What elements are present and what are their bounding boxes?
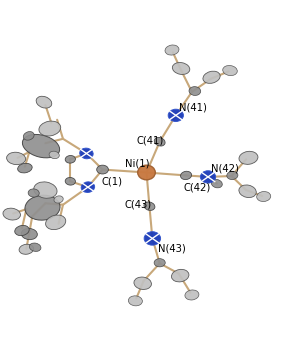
- Ellipse shape: [239, 185, 256, 198]
- Text: C(43): C(43): [125, 200, 152, 210]
- Ellipse shape: [65, 156, 75, 163]
- Ellipse shape: [211, 179, 222, 188]
- Ellipse shape: [54, 196, 63, 203]
- Ellipse shape: [81, 182, 95, 193]
- Ellipse shape: [189, 87, 201, 96]
- Ellipse shape: [172, 62, 190, 75]
- Text: C(1): C(1): [101, 176, 122, 186]
- Ellipse shape: [154, 259, 165, 267]
- Ellipse shape: [203, 71, 220, 83]
- Text: N(42): N(42): [211, 164, 239, 174]
- Ellipse shape: [144, 232, 161, 245]
- Text: C(41): C(41): [136, 135, 163, 145]
- Ellipse shape: [144, 202, 155, 210]
- Text: C(42): C(42): [183, 182, 210, 192]
- Ellipse shape: [97, 165, 108, 174]
- Ellipse shape: [36, 96, 52, 108]
- Ellipse shape: [46, 215, 66, 230]
- Text: Ni(1): Ni(1): [125, 159, 149, 169]
- Ellipse shape: [134, 277, 151, 289]
- Ellipse shape: [257, 191, 271, 201]
- Ellipse shape: [200, 171, 216, 183]
- Ellipse shape: [34, 182, 57, 198]
- Ellipse shape: [3, 208, 21, 220]
- Ellipse shape: [22, 135, 60, 158]
- Ellipse shape: [23, 131, 34, 140]
- Ellipse shape: [65, 177, 75, 185]
- Ellipse shape: [29, 243, 41, 252]
- Ellipse shape: [185, 290, 199, 300]
- Ellipse shape: [7, 152, 25, 165]
- Ellipse shape: [239, 151, 258, 164]
- Ellipse shape: [138, 165, 155, 180]
- Ellipse shape: [223, 66, 237, 76]
- Ellipse shape: [80, 148, 93, 159]
- Text: N(41): N(41): [179, 102, 207, 112]
- Ellipse shape: [128, 296, 142, 306]
- Ellipse shape: [180, 171, 192, 180]
- Ellipse shape: [15, 225, 29, 236]
- Ellipse shape: [19, 244, 34, 254]
- Ellipse shape: [21, 228, 37, 240]
- Ellipse shape: [49, 151, 59, 159]
- Ellipse shape: [227, 171, 238, 179]
- Ellipse shape: [165, 45, 179, 55]
- Ellipse shape: [18, 163, 32, 173]
- Ellipse shape: [39, 121, 61, 136]
- Ellipse shape: [168, 109, 183, 121]
- Ellipse shape: [28, 189, 39, 197]
- Ellipse shape: [171, 269, 189, 282]
- Text: N(43): N(43): [158, 244, 185, 254]
- Ellipse shape: [154, 137, 165, 146]
- Ellipse shape: [25, 195, 60, 220]
